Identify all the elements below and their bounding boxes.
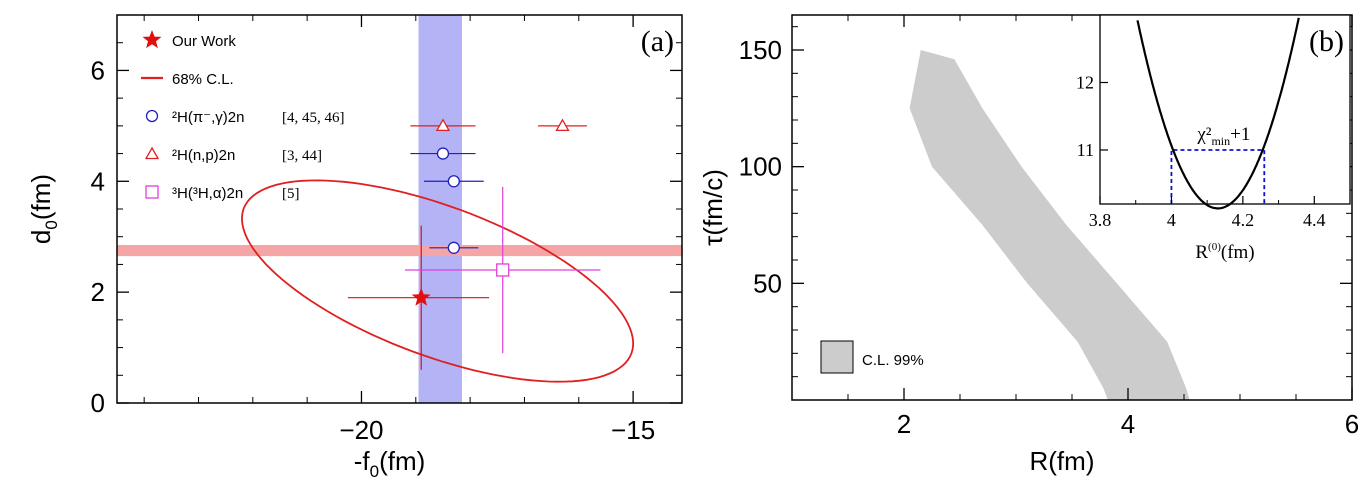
data-point-2-1 (555, 118, 570, 132)
inset-x-tick-label: 4.2 (1232, 210, 1255, 230)
x-axis-label-main: -f (354, 446, 371, 476)
b-y-tick-label: 100 (739, 152, 782, 182)
data-point-0-0 (411, 287, 431, 306)
panel-a-tag: (a) (641, 25, 674, 58)
y-tick-label: 4 (91, 166, 105, 196)
panel-b-y-axis-label: τ(fm/c) (698, 169, 728, 246)
panel-a-bands (117, 15, 682, 403)
legend-label-4: ³H(³H,α)2n (172, 185, 243, 202)
inset-x-axis-label: R(0)(fm) (1195, 241, 1254, 263)
legend-entry-2: ²H(π⁻,γ)2n [4, 45, 46] (145, 109, 345, 126)
b-x-tick-label: 2 (897, 409, 911, 439)
panel-a-ticks: −20 −15 0 2 4 6 (91, 15, 682, 445)
data-point-1-0 (436, 147, 450, 160)
legend-entry-1: 68% C.L. (141, 71, 234, 88)
chi2-subscript: min (1211, 134, 1230, 148)
inset-x-tick-label: 4 (1167, 210, 1176, 230)
inset-x-tick-label: 4.4 (1303, 210, 1326, 230)
inset-y-tick-label: 12 (1076, 73, 1094, 93)
data-point-3-0 (496, 263, 510, 277)
legend-entry-3: ²H(n,p)2n [3, 44] (144, 146, 322, 164)
legend-ref-2: [4, 45, 46] (282, 110, 345, 126)
inset-x-label-sup: (0) (1208, 241, 1221, 253)
legend-marker-4 (145, 185, 159, 199)
panel-b-inset: 3.8 4 4.2 4.4 11 12 χ²min+1 R(0)(fm) (1076, 14, 1351, 263)
x-tick-label: −20 (339, 415, 383, 445)
panel-a-chart: −20 −15 0 2 4 6 Our Work 68% C.L. ²H(π⁻,γ)2n [4,… (26, 14, 683, 481)
b-y-tick-label: 150 (739, 35, 782, 65)
inset-ticks: 3.8 4 4.2 4.4 11 12 (1076, 73, 1326, 231)
series-2 (410, 118, 587, 132)
chi2-suffix: +1 (1230, 124, 1250, 145)
legend-label-3: ²H(n,p)2n (172, 147, 235, 164)
legend-ref-3: [3, 44] (282, 148, 322, 164)
horizontal-band (117, 245, 682, 257)
panel-a-x-axis-label: -f0(fm) (354, 446, 426, 481)
confidence-ellipse (241, 179, 634, 383)
series-1 (410, 147, 484, 254)
inset-x-tick-label: 3.8 (1089, 210, 1112, 230)
y-tick-label: 0 (91, 388, 105, 418)
y-axis-label-unit: (fm) (26, 174, 56, 220)
panel-a-series (347, 118, 601, 370)
b-x-tick-label: 4 (1121, 409, 1135, 439)
panel-b-tag: (b) (1309, 25, 1344, 58)
panel-b-cl-region (909, 50, 1190, 400)
inset-x-label-main: R (1195, 242, 1208, 263)
panel-a-y-axis-label: d0(fm) (26, 174, 61, 244)
vertical-band (418, 15, 462, 403)
panel-a-ellipse-group (241, 179, 634, 383)
chi2-symbol: χ² (1196, 124, 1211, 145)
data-point-2-0 (435, 118, 451, 132)
panel-b-x-axis-label: R(fm) (1030, 446, 1095, 476)
inset-y-tick-label: 11 (1077, 140, 1094, 160)
legend-label-1: 68% C.L. (172, 71, 234, 88)
y-tick-label: 6 (91, 55, 105, 85)
b-x-tick-label: 6 (1345, 409, 1359, 439)
inset-x-label-unit: (fm) (1221, 242, 1255, 263)
y-axis-label-main: d (26, 230, 56, 244)
legend-marker-0 (142, 30, 162, 49)
panel-b-legend-swatch (820, 340, 854, 374)
legend-label-0: Our Work (172, 33, 236, 50)
x-axis-label-sub: 0 (370, 462, 379, 481)
y-tick-label: 2 (91, 277, 105, 307)
inset-background (1100, 15, 1350, 204)
x-tick-label: −15 (611, 415, 655, 445)
legend-marker-3 (144, 146, 160, 160)
data-point-1-1 (447, 175, 460, 188)
inset-frame (1099, 14, 1351, 205)
y-axis-label-sub: 0 (42, 220, 61, 229)
data-point-1-2 (447, 241, 460, 254)
legend-entry-0: Our Work (142, 30, 236, 50)
b-y-tick-label: 50 (753, 268, 782, 298)
inset-chi2-curve (1136, 17, 1300, 210)
inset-chi2-label: χ²min+1 (1196, 124, 1250, 148)
x-axis-label-unit: (fm) (379, 446, 425, 476)
panel-b-ticks: 2 4 6 50 100 150 (739, 15, 1359, 439)
legend-entry-4: ³H(³H,α)2n [5] (145, 185, 300, 202)
inset-threshold-lines (1170, 149, 1266, 204)
legend-ref-4: [5] (282, 186, 300, 202)
series-3 (404, 186, 601, 354)
legend-marker-2 (145, 109, 159, 123)
panel-b-legend-label: C.L. 99% (862, 352, 924, 369)
series-0 (347, 225, 490, 370)
legend-label-2: ²H(π⁻,γ)2n (172, 109, 244, 126)
